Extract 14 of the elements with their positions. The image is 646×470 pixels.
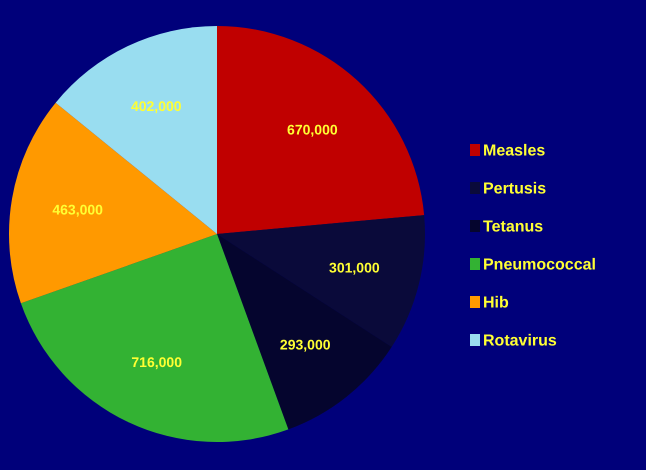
pie-slice <box>217 26 424 234</box>
data-label: 670,000 <box>287 121 338 138</box>
legend-label: Pneumococcal <box>483 256 596 274</box>
legend-label: Measles <box>483 142 546 160</box>
legend-label: Tetanus <box>483 218 544 236</box>
data-label: 301,000 <box>329 260 380 276</box>
legend-label: Pertusis <box>483 180 546 198</box>
data-label: 463,000 <box>52 202 104 218</box>
data-label: 716,000 <box>131 354 182 370</box>
data-label: 402,000 <box>130 98 182 114</box>
legend-label: Hib <box>483 294 509 312</box>
pie-slice <box>9 102 217 304</box>
legend-label: Rotavirus <box>483 332 557 350</box>
data-label: 293,000 <box>280 336 331 352</box>
